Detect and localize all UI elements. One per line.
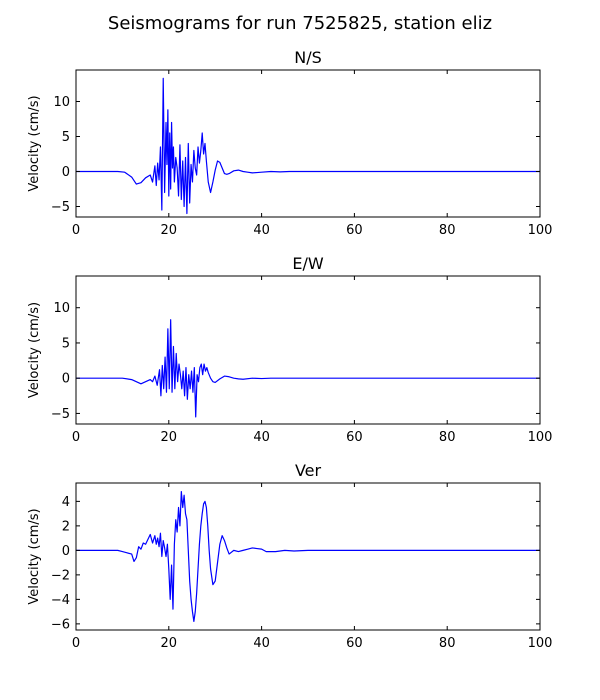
plot-frame-ns — [75, 69, 541, 218]
y-axis-label-ns: Velocity (cm/s) — [27, 95, 42, 191]
y-tick-label: 0 — [62, 165, 70, 180]
x-tick-label: 60 — [346, 636, 363, 651]
y-tick-label: −5 — [51, 200, 70, 215]
trace-ver — [76, 490, 540, 623]
y-tick-label: 0 — [62, 372, 70, 387]
y-tick-label: 5 — [62, 130, 70, 145]
x-tick-label: 100 — [528, 636, 553, 651]
trace-ns — [76, 77, 540, 215]
x-tick-label: 60 — [346, 430, 363, 445]
x-tick-label: 100 — [528, 430, 553, 445]
y-axis-label-ver: Velocity (cm/s) — [27, 508, 42, 604]
x-tick-label: 60 — [346, 223, 363, 238]
panel-ver: 0 20 40 60 80 100 −6 −4 −2 0 2 4 Ver Velocity (cm/s) — [27, 461, 552, 651]
y-tick-label: 10 — [53, 301, 70, 316]
x-tick-label: 20 — [161, 636, 178, 651]
x-tick-label: 0 — [72, 223, 80, 238]
plot-frame-ew — [75, 275, 541, 425]
panel-title-ew: E/W — [292, 254, 324, 273]
y-tick-label: 4 — [62, 495, 70, 510]
x-tick-label: 0 — [72, 430, 80, 445]
y-tick-label: −2 — [51, 568, 70, 583]
y-tick-label: −5 — [51, 407, 70, 422]
y-tick-label: 2 — [62, 519, 70, 534]
x-tick-label: 100 — [528, 223, 553, 238]
figure-title: Seismograms for run 7525825, station eli… — [108, 13, 492, 34]
x-tick-label: 40 — [253, 430, 270, 445]
x-tick-label: 20 — [161, 223, 178, 238]
x-tick-label: 80 — [439, 636, 456, 651]
y-tick-label: −6 — [51, 617, 70, 632]
y-tick-label: 5 — [62, 336, 70, 351]
panel-title-ns: N/S — [294, 48, 322, 67]
y-tick-label: 0 — [62, 544, 70, 559]
y-axis-label-ew: Velocity (cm/s) — [27, 302, 42, 398]
x-tick-label: 0 — [72, 636, 80, 651]
x-tick-label: 80 — [439, 430, 456, 445]
y-tick-label: 10 — [53, 95, 70, 110]
plot-frame-ver — [75, 482, 541, 631]
panel-title-ver: Ver — [295, 461, 322, 480]
x-tick-label: 40 — [253, 636, 270, 651]
x-tick-label: 40 — [253, 223, 270, 238]
y-tick-label: −4 — [51, 593, 70, 608]
x-tick-label: 20 — [161, 430, 178, 445]
x-tick-label: 80 — [439, 223, 456, 238]
trace-ew — [76, 319, 540, 418]
